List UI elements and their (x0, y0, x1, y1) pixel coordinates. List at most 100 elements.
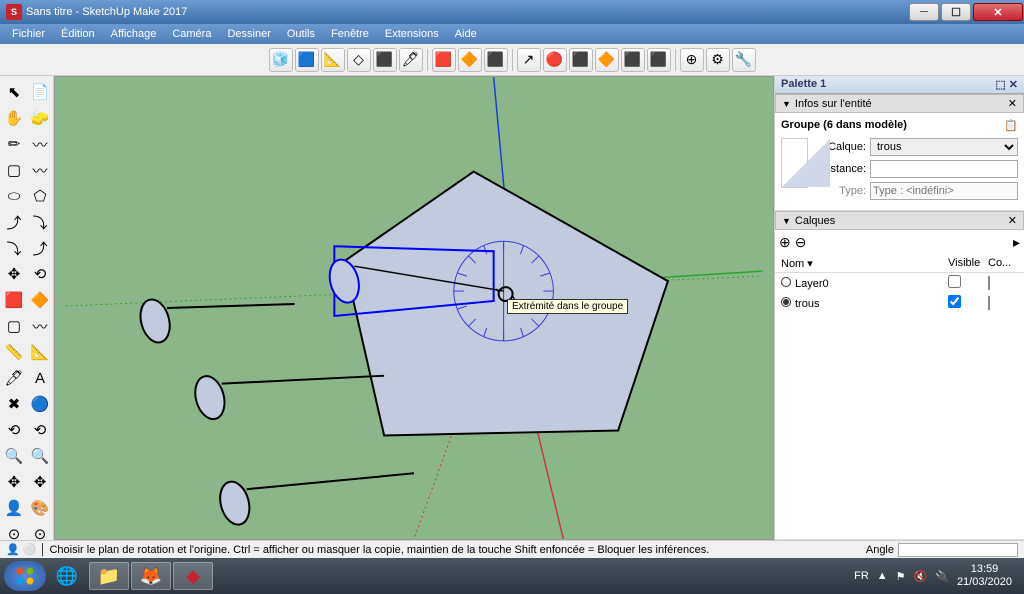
tool-btn-15[interactable]: ⟲ (28, 262, 52, 286)
toolbar-btn-4[interactable]: ⬛ (373, 48, 397, 72)
layers-col-visible: Visible (948, 257, 988, 270)
toolbar-btn-7[interactable]: 🟥 (432, 48, 456, 72)
toolbar-btn-15[interactable]: ⬛ (621, 48, 645, 72)
tool-btn-7[interactable]: 〰 (28, 158, 52, 182)
tool-btn-23[interactable]: A (28, 366, 52, 390)
toolbar-btn-0[interactable]: 🧊 (269, 48, 293, 72)
tool-btn-22[interactable]: 🖊 (2, 366, 26, 390)
tool-btn-2[interactable]: ✋ (2, 106, 26, 130)
status-icon-1[interactable]: 👤 (6, 543, 20, 556)
task-ie-icon[interactable]: 🌐 (47, 562, 87, 590)
toolbar-btn-12[interactable]: 🔴 (543, 48, 567, 72)
toolbar-btn-19[interactable]: ⚙ (706, 48, 730, 72)
shape-2-line (222, 376, 384, 384)
menu-extensions[interactable]: Extensions (377, 26, 447, 42)
tool-btn-13[interactable]: ⤴ (28, 236, 52, 260)
task-sketchup-icon[interactable]: ◆ (173, 562, 213, 590)
minimize-button[interactable]: ─ (909, 3, 939, 21)
tool-btn-4[interactable]: ✏ (2, 132, 26, 156)
remove-layer-icon[interactable]: ⊖ (795, 234, 807, 251)
layer-row[interactable]: Layer0 (775, 273, 1024, 293)
tool-btn-5[interactable]: 〰 (28, 132, 52, 156)
tool-btn-14[interactable]: ✥ (2, 262, 26, 286)
tool-btn-11[interactable]: ⤵ (28, 210, 52, 234)
menu-fichier[interactable]: Fichier (4, 26, 53, 42)
layer-select[interactable]: trous (870, 138, 1018, 156)
angle-input[interactable] (898, 543, 1018, 557)
toolbar-btn-14[interactable]: 🔶 (595, 48, 619, 72)
tool-btn-32[interactable]: 👤 (2, 496, 26, 520)
toolbar-btn-8[interactable]: 🔶 (458, 48, 482, 72)
instance-input[interactable] (870, 160, 1018, 178)
shape-3-line (247, 473, 414, 489)
menu-édition[interactable]: Édition (53, 26, 103, 42)
menu-caméra[interactable]: Caméra (164, 26, 219, 42)
tool-btn-19[interactable]: 〰 (28, 314, 52, 338)
layers-header[interactable]: ▼Calques✕ (775, 211, 1024, 230)
close-button[interactable]: ✕ (973, 3, 1023, 21)
menubar: FichierÉditionAffichageCaméraDessinerOut… (0, 24, 1024, 44)
tool-btn-31[interactable]: ✥ (28, 470, 52, 494)
tool-btn-30[interactable]: ✥ (2, 470, 26, 494)
shape-1-line (167, 304, 294, 308)
tray-clock[interactable]: 13:5921/03/2020 (957, 563, 1012, 589)
left-toolbar: ⬉📄✋🧽✏〰▢〰⬭⬠⤴⤵⤵⤴✥⟲🟥🔶▢〰📏📐🖊A✖🔵⟲⟲🔍🔍✥✥👤🎨⊙⊙ (0, 76, 54, 540)
tool-btn-12[interactable]: ⤵ (2, 236, 26, 260)
tray-lang[interactable]: FR (854, 570, 869, 582)
task-explorer-icon[interactable]: 📁 (89, 562, 129, 590)
shape-1 (136, 296, 174, 346)
toolbar-btn-2[interactable]: 📐 (321, 48, 345, 72)
toolbar-btn-20[interactable]: 🔧 (732, 48, 756, 72)
tool-btn-6[interactable]: ▢ (2, 158, 26, 182)
tool-btn-18[interactable]: ▢ (2, 314, 26, 338)
toolbar-btn-3[interactable]: ◇ (347, 48, 371, 72)
status-icon-2[interactable]: ⚪ (23, 543, 37, 556)
tool-btn-10[interactable]: ⤴ (2, 210, 26, 234)
tool-btn-27[interactable]: ⟲ (28, 418, 52, 442)
maximize-button[interactable]: ☐ (941, 3, 971, 21)
taskbar: 🌐 📁 🦊 ◆ FR ▲⚑🔇🔌 13:5921/03/2020 (0, 558, 1024, 594)
tool-btn-33[interactable]: 🎨 (28, 496, 52, 520)
layer-menu-icon[interactable]: ▸ (1013, 234, 1020, 251)
menu-dessiner[interactable]: Dessiner (219, 26, 278, 42)
tool-btn-28[interactable]: 🔍 (2, 444, 26, 468)
layer-row[interactable]: trous (775, 293, 1024, 313)
start-button[interactable] (4, 561, 46, 591)
toolbar-btn-9[interactable]: ⬛ (484, 48, 508, 72)
tool-btn-26[interactable]: ⟲ (2, 418, 26, 442)
tool-btn-29[interactable]: 🔍 (28, 444, 52, 468)
task-firefox-icon[interactable]: 🦊 (131, 562, 171, 590)
statusbar: 👤 ⚪ │ Choisir le plan de rotation et l'o… (0, 540, 1024, 558)
tool-btn-9[interactable]: ⬠ (28, 184, 52, 208)
toolbar-btn-1[interactable]: 🟦 (295, 48, 319, 72)
system-tray: FR ▲⚑🔇🔌 13:5921/03/2020 (854, 563, 1020, 589)
entity-info-header[interactable]: ▼Infos sur l'entité✕ (775, 94, 1024, 113)
shape-2 (191, 373, 229, 423)
type-input (870, 182, 1018, 200)
shape-3 (216, 478, 254, 528)
right-panel: Palette 1 ⬚ ✕ ▼Infos sur l'entité✕ Group… (774, 76, 1024, 540)
toolbar-btn-13[interactable]: ⬛ (569, 48, 593, 72)
tool-btn-3[interactable]: 🧽 (28, 106, 52, 130)
tool-btn-1[interactable]: 📄 (28, 80, 52, 104)
titlebar: S Sans titre - SketchUp Make 2017 ─ ☐ ✕ (0, 0, 1024, 24)
viewport[interactable]: Extrémité dans le groupe (54, 76, 774, 540)
tool-btn-0[interactable]: ⬉ (2, 80, 26, 104)
tool-btn-8[interactable]: ⬭ (2, 184, 26, 208)
menu-affichage[interactable]: Affichage (103, 26, 165, 42)
tool-btn-24[interactable]: ✖ (2, 392, 26, 416)
tool-btn-16[interactable]: 🟥 (2, 288, 26, 312)
toolbar-btn-18[interactable]: ⊕ (680, 48, 704, 72)
menu-fenêtre[interactable]: Fenêtre (323, 26, 377, 42)
menu-outils[interactable]: Outils (279, 26, 323, 42)
toolbar-btn-5[interactable]: 🖊 (399, 48, 423, 72)
tool-btn-21[interactable]: 📐 (28, 340, 52, 364)
tool-btn-25[interactable]: 🔵 (28, 392, 52, 416)
status-hint: Choisir le plan de rotation et l'origine… (49, 544, 865, 556)
tool-btn-17[interactable]: 🔶 (28, 288, 52, 312)
tool-btn-20[interactable]: 📏 (2, 340, 26, 364)
toolbar-btn-16[interactable]: ⬛ (647, 48, 671, 72)
menu-aide[interactable]: Aide (447, 26, 485, 42)
add-layer-icon[interactable]: ⊕ (779, 234, 791, 251)
toolbar-btn-11[interactable]: ↗ (517, 48, 541, 72)
